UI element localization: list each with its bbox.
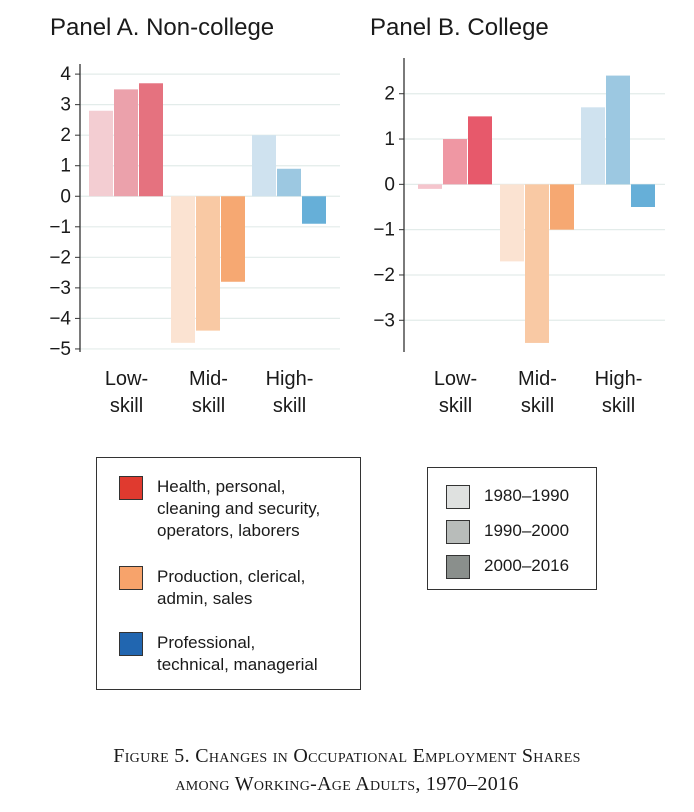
category-label: High-: [595, 368, 643, 390]
category-label: Mid-: [518, 368, 557, 390]
bar: [606, 75, 630, 185]
swatch-blue: [119, 632, 143, 656]
legend-item-mid-skill: Production, clerical, admin, sales: [119, 566, 305, 610]
y-tick-label: −1: [49, 217, 71, 238]
caption-line-1: Figure 5. Changes in Occupational Employ…: [113, 745, 581, 767]
bar: [418, 184, 442, 189]
category-label: Low-: [105, 368, 148, 390]
category-label: skill: [110, 395, 143, 417]
legend-item-period-1: 1980–1990: [446, 485, 569, 509]
category-label: skill: [192, 395, 225, 417]
bar: [114, 89, 138, 197]
bar: [221, 196, 245, 282]
y-tick-label: −4: [49, 308, 71, 329]
bar: [631, 184, 655, 207]
legend-item-high-skill: Professional, technical, managerial: [119, 632, 318, 676]
y-tick-label: −5: [49, 339, 71, 360]
bar: [89, 110, 113, 197]
legend-label-period-1: 1980–1990: [484, 486, 570, 505]
legend-label-period-3: 2000–2016: [484, 556, 570, 575]
bar: [468, 116, 492, 185]
bar: [196, 196, 220, 331]
panel-b-title: Panel B. College: [370, 14, 549, 41]
bar: [302, 196, 326, 224]
y-tick-label: −1: [373, 220, 395, 241]
category-label: skill: [273, 395, 306, 417]
swatch-dark-gray: [446, 555, 470, 579]
bar: [500, 184, 524, 262]
swatch-orange: [119, 566, 143, 590]
category-label: skill: [602, 395, 635, 417]
category-label: High-: [266, 368, 314, 390]
y-tick-label: −2: [373, 265, 395, 286]
legend-label-mid-skill: Production, clerical, admin, sales: [157, 567, 306, 608]
bar: [443, 139, 467, 185]
bar: [252, 135, 276, 197]
swatch-red: [119, 476, 143, 500]
y-tick-label: 2: [384, 84, 395, 105]
y-tick-label: −2: [49, 247, 71, 268]
legend-item-low-skill: Health, personal, cleaning and security,…: [119, 476, 320, 542]
legend-periods: 1980–1990 1990–2000 2000–2016: [427, 467, 597, 590]
legend-label-high-skill: Professional, technical, managerial: [157, 633, 318, 674]
bar: [171, 196, 195, 343]
y-tick-label: 2: [60, 125, 71, 146]
category-label: Low-: [434, 368, 477, 390]
caption-line-2: among Working-Age Adults, 1970–2016: [175, 773, 519, 795]
bar: [581, 107, 605, 185]
swatch-light-gray: [446, 485, 470, 509]
category-label: skill: [521, 395, 554, 417]
legend-occupation-groups: Health, personal, cleaning and security,…: [96, 457, 361, 690]
y-tick-label: −3: [373, 310, 395, 331]
y-tick-label: 0: [384, 174, 395, 195]
figure-caption: Figure 5. Changes in Occupational Employ…: [0, 742, 694, 798]
legend-label-period-2: 1990–2000: [484, 521, 570, 540]
bar: [277, 168, 301, 197]
y-tick-label: 0: [60, 186, 71, 207]
legend-item-period-3: 2000–2016: [446, 555, 569, 579]
bar: [139, 83, 163, 197]
charts-area: 4 3 2 1 0 −1 −2 −3 −4 −5 Low-skill Mid-skill High-sk…: [49, 58, 665, 417]
panel-a-title: Panel A. Non-college: [50, 14, 275, 41]
y-tick-label: 1: [384, 129, 395, 150]
y-tick-label: 1: [60, 156, 71, 177]
category-label: Mid-: [189, 368, 228, 390]
legend-label-low-skill: Health, personal, cleaning and security,…: [157, 477, 321, 540]
bar: [550, 184, 574, 230]
legend-item-period-2: 1990–2000: [446, 520, 569, 544]
swatch-mid-gray: [446, 520, 470, 544]
y-tick-label: −3: [49, 278, 71, 299]
y-tick-label: 4: [60, 64, 71, 85]
bar: [525, 184, 549, 343]
y-tick-label: 3: [60, 95, 71, 116]
category-label: skill: [439, 395, 472, 417]
